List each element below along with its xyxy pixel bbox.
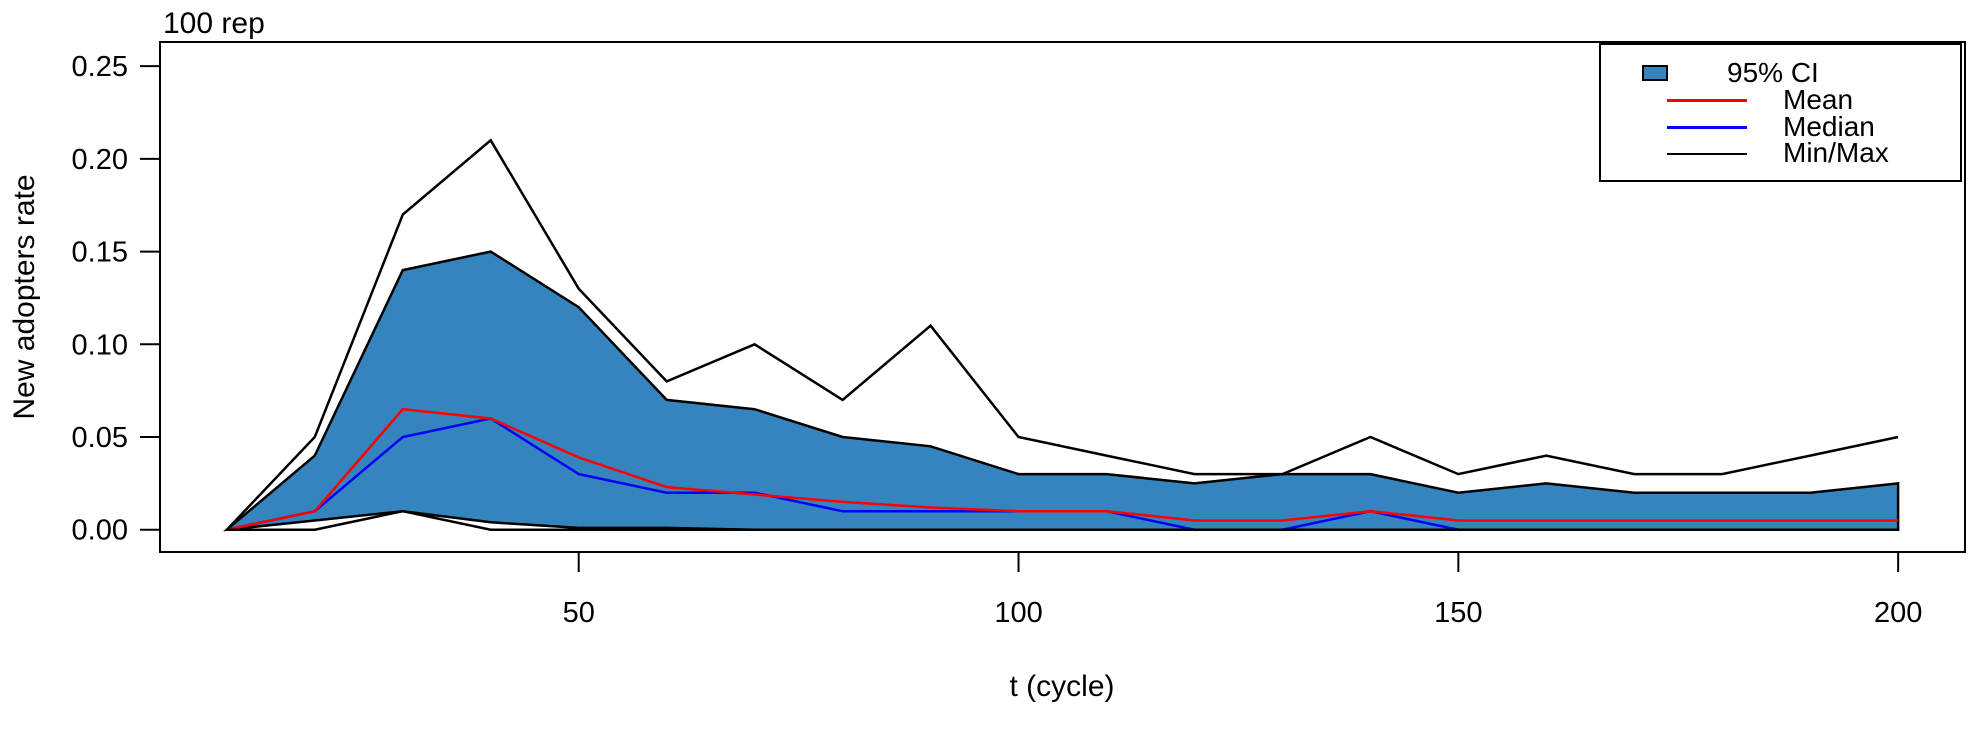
legend-label-minmax: Min/Max [1783, 137, 1889, 168]
legend-label-mean: Mean [1783, 84, 1854, 115]
y-axis-title: New adopters rate [8, 174, 41, 419]
ci-band [222, 250, 1900, 532]
legend-box: 95% CI Mean Median Min/Max [1599, 43, 1962, 182]
x-tick-label: 200 [1874, 597, 1922, 629]
x-tick-label: 100 [994, 597, 1042, 629]
legend-ci-swatch [1642, 65, 1668, 81]
y-tick-label: 0.15 [72, 237, 128, 269]
legend-label-ci: 95% CI [1727, 57, 1819, 88]
x-tick-label: 50 [563, 597, 595, 629]
legend-mean-line-sample [1667, 99, 1747, 102]
x-tick-label: 150 [1434, 597, 1482, 629]
x-axis-title: t (cycle) [1010, 670, 1115, 703]
y-tick-label: 0.00 [72, 515, 128, 547]
y-tick-label: 0.10 [72, 329, 128, 361]
mean-line [226, 407, 1899, 531]
legend-median-line-sample [1667, 126, 1747, 129]
legend-label-median: Median [1783, 111, 1875, 142]
max-line [225, 138, 1899, 531]
y-tick-label: 0.20 [72, 144, 128, 176]
y-tick-label: 0.05 [72, 422, 128, 454]
legend-minmax-line-sample [1667, 153, 1747, 155]
y-tick-label: 0.25 [72, 51, 128, 83]
plot-border [159, 41, 1966, 553]
min-line [226, 509, 1899, 531]
chart-annotation: 100 rep [163, 7, 265, 40]
